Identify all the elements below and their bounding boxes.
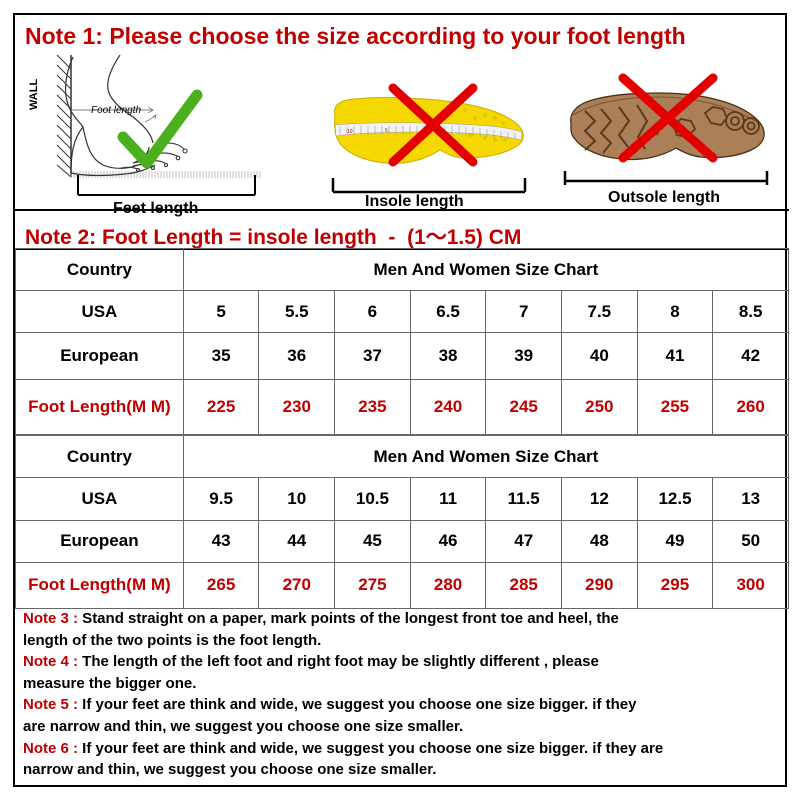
svg-text:5: 5 <box>385 128 388 134</box>
svg-text:WALL: WALL <box>28 79 40 110</box>
svg-text:Insole length: Insole length <box>365 193 464 210</box>
svg-text:10: 10 <box>347 129 353 135</box>
svg-text:Foot length: Foot length <box>91 105 141 116</box>
svg-text:Outsole length: Outsole length <box>608 189 720 206</box>
svg-text:Feet length: Feet length <box>113 200 198 217</box>
